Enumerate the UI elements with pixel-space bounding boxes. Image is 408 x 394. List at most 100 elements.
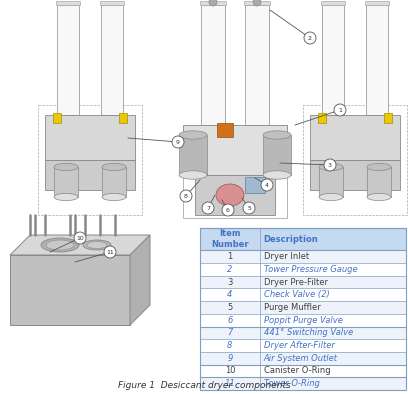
Ellipse shape (263, 171, 291, 179)
Bar (101, 5, 123, 115)
Text: 9: 9 (176, 139, 180, 145)
Circle shape (172, 136, 184, 148)
Bar (57, 5, 79, 115)
Bar (201, 5, 225, 125)
Bar (263, 135, 291, 175)
Bar (384, 113, 392, 123)
Ellipse shape (102, 193, 126, 201)
Circle shape (334, 104, 346, 116)
Text: Figure 1  Desiccant dryer components: Figure 1 Desiccant dryer components (118, 381, 290, 390)
Circle shape (74, 232, 86, 244)
Circle shape (202, 202, 214, 214)
Bar (183, 163, 287, 218)
Bar (319, 167, 343, 197)
Bar (200, 263, 406, 276)
Circle shape (253, 0, 261, 6)
Text: 5: 5 (247, 206, 251, 210)
Circle shape (243, 202, 255, 214)
Bar (54, 167, 78, 197)
Text: Purge Muffler: Purge Muffler (264, 303, 321, 312)
Bar (244, 1, 270, 5)
Text: 8: 8 (227, 341, 233, 350)
Text: Dryer Inlet: Dryer Inlet (264, 252, 309, 261)
Ellipse shape (179, 171, 207, 179)
Text: 6: 6 (226, 208, 230, 212)
Ellipse shape (179, 131, 207, 139)
Bar (179, 135, 207, 175)
Text: 1: 1 (338, 108, 342, 113)
Text: 2: 2 (308, 35, 312, 41)
Text: Dryer After-Filter: Dryer After-Filter (264, 341, 335, 350)
Text: Tower Pressure Gauge: Tower Pressure Gauge (264, 265, 357, 274)
Bar (200, 250, 406, 263)
Bar (56, 1, 80, 5)
Text: Description: Description (264, 235, 319, 243)
Bar (310, 115, 400, 160)
Text: Air System Outlet: Air System Outlet (264, 354, 338, 363)
Text: 4: 4 (265, 182, 269, 188)
Text: 7: 7 (227, 328, 233, 337)
Bar (200, 228, 406, 250)
Ellipse shape (319, 193, 343, 201)
Bar (200, 364, 406, 377)
Bar (322, 5, 344, 115)
Bar (318, 113, 326, 123)
Bar (200, 1, 226, 5)
Bar (200, 339, 406, 352)
Circle shape (304, 32, 316, 44)
Circle shape (324, 159, 336, 171)
Circle shape (209, 0, 217, 6)
Ellipse shape (54, 164, 78, 171)
Bar (53, 113, 61, 123)
Circle shape (261, 179, 273, 191)
Bar (102, 167, 126, 197)
Polygon shape (130, 235, 150, 325)
Text: 2: 2 (227, 265, 233, 274)
Ellipse shape (216, 184, 244, 206)
Polygon shape (10, 235, 150, 255)
Circle shape (222, 204, 234, 216)
Ellipse shape (46, 240, 74, 250)
Text: 3: 3 (328, 162, 332, 167)
Ellipse shape (102, 164, 126, 171)
Text: Item
Number: Item Number (211, 229, 249, 249)
Bar (200, 276, 406, 288)
Ellipse shape (319, 164, 343, 171)
Bar (200, 301, 406, 314)
Text: 4: 4 (227, 290, 233, 299)
Bar (200, 314, 406, 327)
Bar (183, 125, 287, 175)
Bar (10, 255, 130, 325)
Text: 6: 6 (227, 316, 233, 325)
Bar (217, 123, 233, 137)
Text: Canister O-Ring: Canister O-Ring (264, 366, 330, 375)
Bar (38, 105, 142, 215)
Bar (245, 5, 269, 125)
Text: 10: 10 (76, 236, 84, 240)
Bar (100, 1, 124, 5)
Bar (365, 1, 389, 5)
Bar (200, 352, 406, 364)
Bar (367, 167, 391, 197)
Text: Dryer Pre-Filter: Dryer Pre-Filter (264, 278, 328, 286)
Text: 11: 11 (224, 379, 235, 388)
Bar (200, 377, 406, 390)
Bar (119, 113, 127, 123)
Circle shape (104, 246, 116, 258)
Ellipse shape (367, 193, 391, 201)
Ellipse shape (83, 240, 111, 250)
Text: 1: 1 (227, 252, 233, 261)
Ellipse shape (87, 242, 107, 249)
Bar (245, 177, 265, 193)
Text: 9: 9 (227, 354, 233, 363)
Ellipse shape (41, 238, 79, 252)
Bar (200, 228, 406, 390)
Bar (45, 160, 135, 190)
Ellipse shape (263, 131, 291, 139)
Text: Tower O-Ring: Tower O-Ring (264, 379, 319, 388)
Text: 7: 7 (206, 206, 210, 210)
Bar (200, 288, 406, 301)
Bar (321, 1, 345, 5)
Bar (195, 175, 275, 215)
Text: 8: 8 (184, 193, 188, 199)
